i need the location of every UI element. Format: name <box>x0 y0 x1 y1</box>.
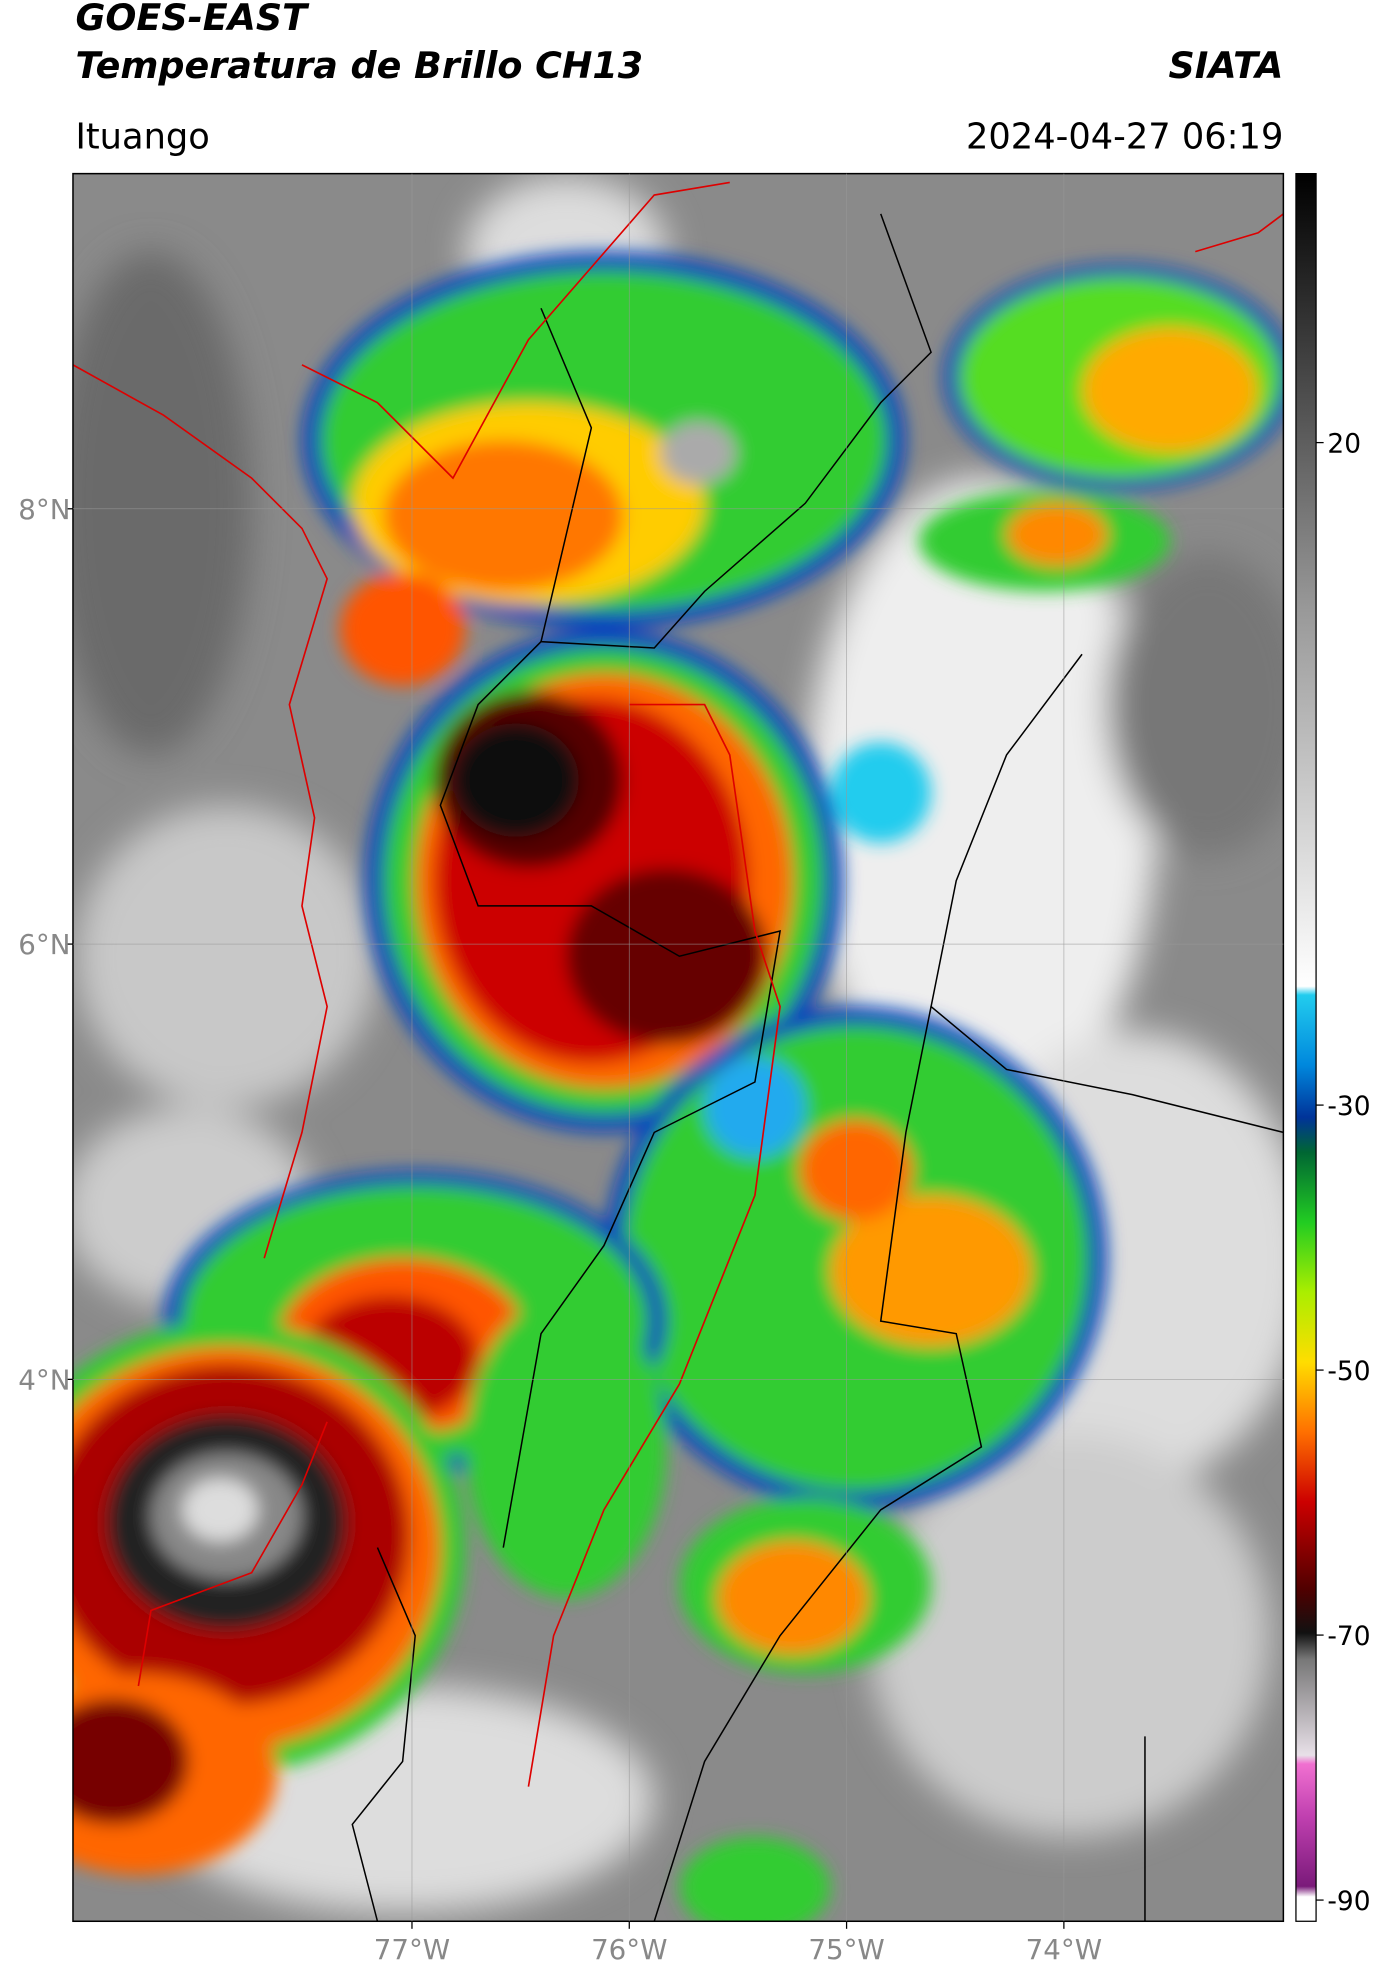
lon-tick-label: 74°W <box>1026 1933 1102 1966</box>
lat-tick-label: 6°N <box>18 928 70 961</box>
colorbar-tick-label: -90 <box>1327 1886 1370 1917</box>
lon-tick-label: 77°W <box>374 1933 450 1966</box>
title-line2: Temperatura de Brillo CH13 <box>75 44 643 87</box>
map-frame <box>72 172 1285 1923</box>
colorbar-tick-label: -50 <box>1327 1356 1370 1387</box>
lon-tick-label: 76°W <box>591 1933 667 1966</box>
colorbar-tick-label: -70 <box>1327 1621 1370 1652</box>
colorbar-tick-label: 20 <box>1327 429 1361 460</box>
lat-tick-label: 8°N <box>18 493 70 526</box>
lat-tick-label: 4°N <box>18 1363 70 1396</box>
axes: 77°W 76°W 75°W 74°W 8°N 6°N 4°N 20 -30 -50 -70 -90 <box>18 173 1371 1966</box>
place: Ituango <box>75 116 209 157</box>
org: SIATA <box>1169 44 1284 87</box>
colorbar-tick-label: -30 <box>1327 1091 1370 1122</box>
title-line1: GOES-EAST <box>75 0 310 39</box>
colorbar <box>1295 173 1317 1922</box>
datetime: 2024-04-27 06:19 <box>966 116 1283 157</box>
lon-tick-label: 75°W <box>808 1933 884 1966</box>
satellite-image <box>72 173 1284 1922</box>
